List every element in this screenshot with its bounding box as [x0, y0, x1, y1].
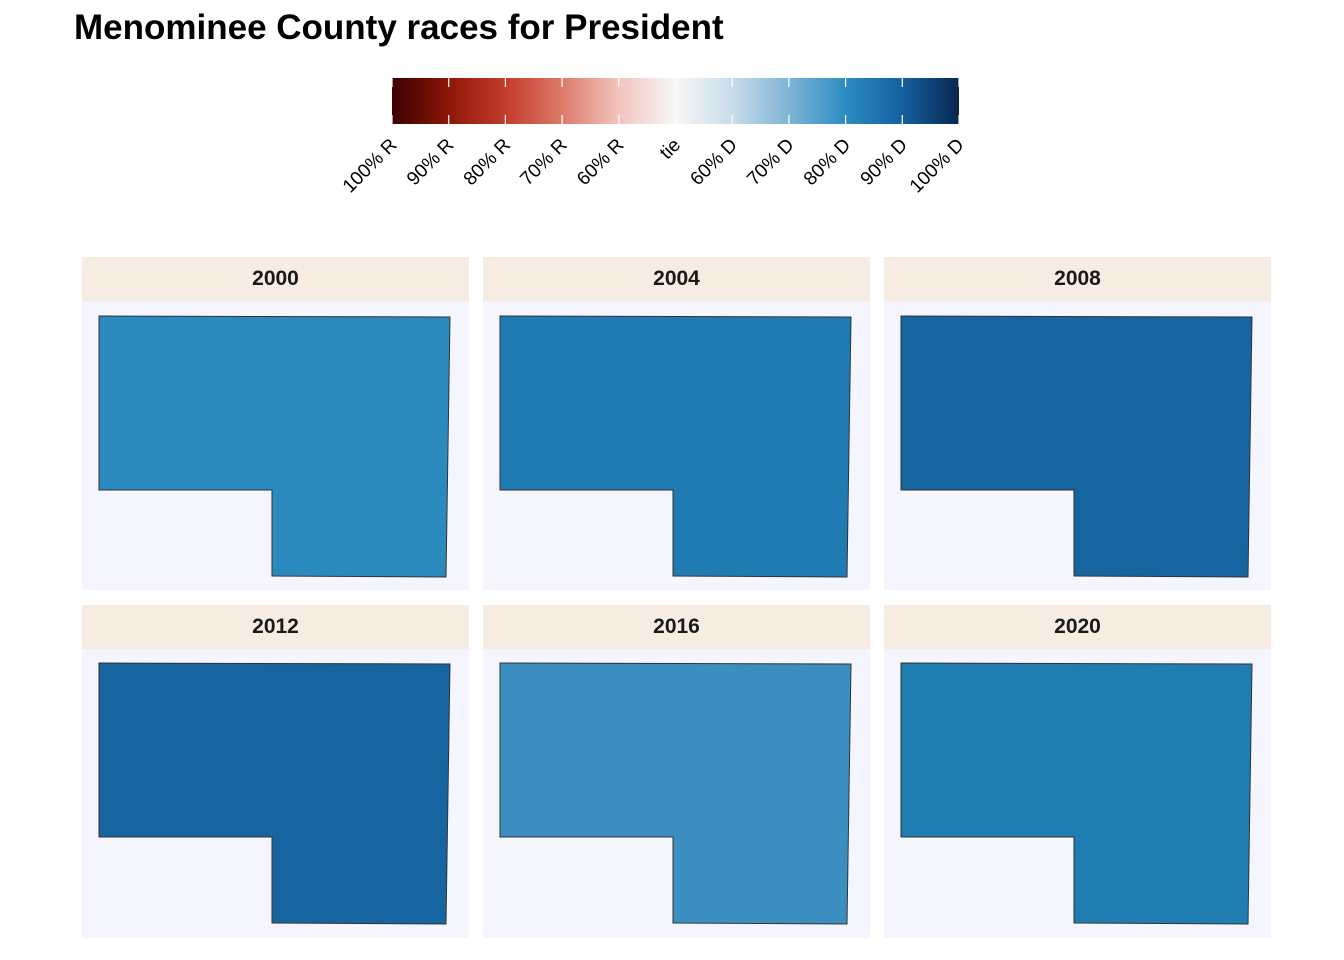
map-area [82, 649, 469, 938]
county-shape [499, 315, 852, 578]
facet-panel-2012: 2012 [82, 605, 469, 938]
map-area [884, 649, 1271, 938]
legend-label: 60% R [573, 135, 628, 190]
county-shape [98, 315, 451, 578]
facet-label: 2020 [884, 605, 1271, 649]
county-shape [499, 662, 852, 925]
facet-label: 2000 [82, 257, 469, 301]
legend-label: 70% R [516, 135, 571, 190]
facet-label: 2012 [82, 605, 469, 649]
legend-label: 80% R [460, 135, 515, 190]
legend-label: 100% D [906, 135, 969, 198]
legend-label: 70% D [743, 135, 798, 190]
legend-label: 100% R [339, 135, 402, 198]
facet-panel-2004: 2004 [483, 257, 870, 590]
map-area [884, 301, 1271, 590]
county-shape [900, 315, 1253, 578]
map-area [483, 301, 870, 590]
legend-label: 90% D [857, 135, 912, 190]
facet-label: 2016 [483, 605, 870, 649]
facet-panel-2008: 2008 [884, 257, 1271, 590]
facet-panel-2020: 2020 [884, 605, 1271, 938]
chart-title: Menominee County races for President [74, 8, 724, 47]
legend-label: tie [656, 135, 685, 164]
legend-label: 90% R [403, 135, 458, 190]
map-area [483, 649, 870, 938]
map-area [82, 301, 469, 590]
facet-label: 2008 [884, 257, 1271, 301]
legend-label: 60% D [687, 135, 742, 190]
facet-panel-2000: 2000 [82, 257, 469, 590]
facet-label: 2004 [483, 257, 870, 301]
facet-panel-2016: 2016 [483, 605, 870, 938]
legend-label: 80% D [800, 135, 855, 190]
county-shape [98, 662, 451, 925]
county-shape [900, 662, 1253, 925]
